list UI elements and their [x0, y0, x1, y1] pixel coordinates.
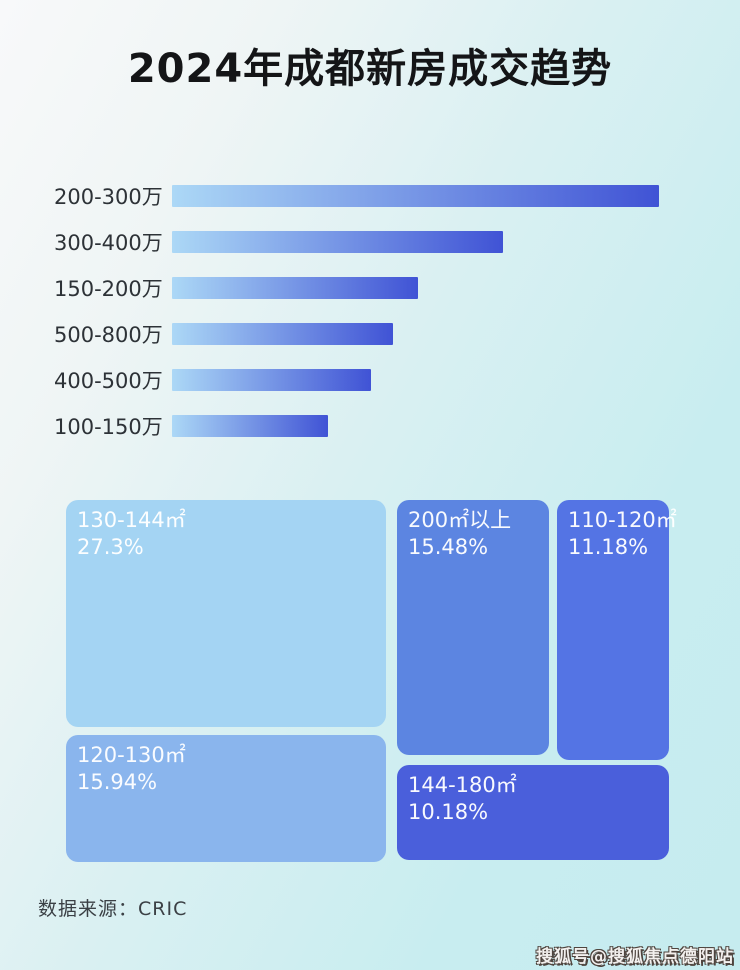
treemap-block-value: 27.3% — [77, 534, 144, 559]
treemap-block: 110-120㎡ 11.18% — [557, 500, 677, 760]
treemap-block-label: 200㎡以上 — [408, 508, 512, 532]
bar-row: 300-400万 — [0, 231, 740, 255]
treemap-block-value: 15.48% — [408, 534, 489, 559]
bar-track — [172, 231, 659, 253]
bar-category-label: 100-150万 — [54, 415, 163, 439]
treemap-block: 130-144㎡ 27.3% — [66, 500, 386, 727]
treemap-block: 200㎡以上 15.48% — [397, 500, 549, 755]
bar-category-label: 400-500万 — [54, 369, 163, 393]
treemap-block: 144-180㎡ 10.18% — [397, 765, 669, 860]
bar-row: 400-500万 — [0, 369, 740, 393]
treemap-block: 120-130㎡ 15.94% — [66, 735, 386, 862]
watermark: 搜狐号@搜狐焦点德阳站 — [536, 947, 734, 967]
treemap-block-value: 11.18% — [568, 534, 649, 559]
treemap-block-value: 10.18% — [408, 799, 489, 824]
bar-fill — [172, 323, 394, 345]
bar-row: 150-200万 — [0, 277, 740, 301]
bar-fill — [172, 185, 659, 207]
bar-track — [172, 369, 659, 391]
price-band-bar-chart: 200-300万 300-400万 150-200万 500-800万 400-500万… — [0, 185, 740, 439]
bar-fill — [172, 277, 418, 299]
bar-fill — [172, 231, 504, 253]
bar-category-label: 150-200万 — [54, 277, 163, 301]
treemap-block-label: 120-130㎡ — [77, 743, 186, 767]
treemap-block-value: 15.94% — [77, 769, 158, 794]
bar-track — [172, 277, 659, 299]
bar-category-label: 200-300万 — [54, 185, 163, 209]
bar-row: 100-150万 — [0, 415, 740, 439]
bar-category-label: 500-800万 — [54, 323, 163, 347]
treemap-block-label: 130-144㎡ — [77, 508, 186, 532]
treemap-block-label: 144-180㎡ — [408, 773, 517, 797]
bar-row: 500-800万 — [0, 323, 740, 347]
bar-fill — [172, 415, 328, 437]
bar-track — [172, 415, 659, 437]
bar-category-label: 300-400万 — [54, 231, 163, 255]
bar-track — [172, 323, 659, 345]
data-source-label: 数据来源：CRIC — [38, 898, 188, 920]
bar-row: 200-300万 — [0, 185, 740, 209]
bar-fill — [172, 369, 372, 391]
bar-track — [172, 185, 659, 207]
page-title: 2024年成都新房成交趋势 — [127, 46, 613, 92]
unit-size-treemap: 130-144㎡ 27.3% 200㎡以上 15.48% 110-120㎡ 11.18% 1… — [66, 500, 677, 862]
treemap-block-label: 110-120㎡ — [568, 508, 677, 532]
